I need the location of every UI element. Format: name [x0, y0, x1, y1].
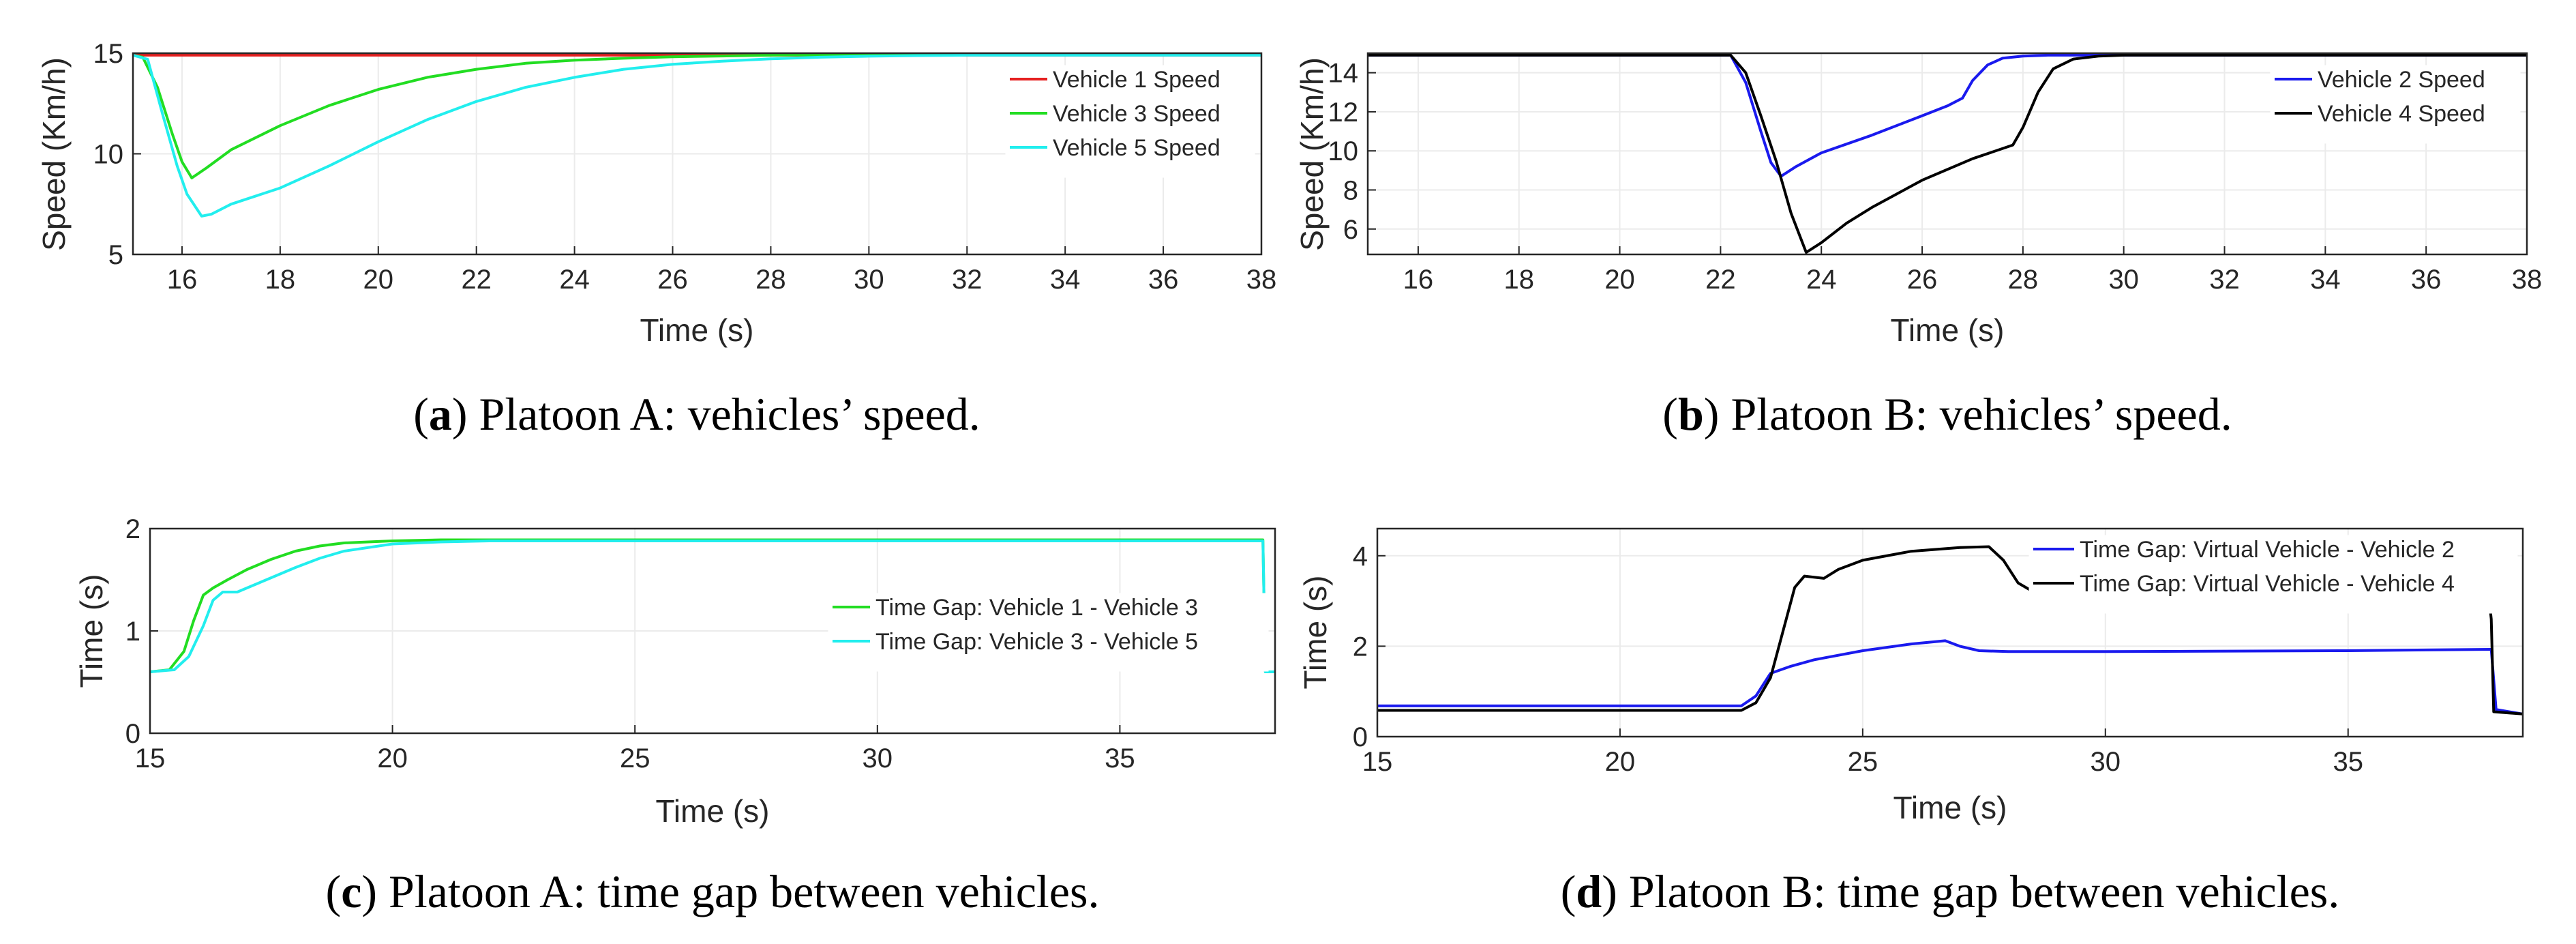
x-tick-label: 32 — [952, 265, 983, 295]
x-tick-label: 22 — [461, 265, 492, 295]
x-tick-label: 20 — [377, 743, 408, 773]
x-axis-label: Time (s) — [1893, 790, 2007, 825]
x-tick-label: 36 — [2411, 265, 2442, 295]
y-tick-label: 10 — [1328, 136, 1359, 166]
legend-box — [828, 593, 1269, 672]
panel-c-timegap-platoon-a: 15 20 25 30 35 0 1 2 Time (s) Time (s) Time Gap… — [74, 514, 1276, 917]
x-tick-label: 35 — [1105, 743, 1135, 773]
legend-label: Time Gap: Vehicle 3 - Vehicle 5 — [875, 629, 1198, 655]
x-tick-label: 24 — [559, 265, 590, 295]
x-axis-label: Time (s) — [656, 793, 770, 829]
caption-b: (b) Platoon B: vehicles’ speed. — [1662, 388, 2232, 440]
x-tick-label: 28 — [2008, 265, 2039, 295]
legend-label: Time Gap: Virtual Vehicle - Vehicle 4 — [2080, 571, 2455, 597]
y-tick-label: 4 — [1353, 542, 1368, 572]
y-tick-label: 8 — [1343, 175, 1358, 205]
x-tick-label: 38 — [1246, 265, 1277, 295]
series-line-2 — [1368, 53, 2527, 254]
x-tick-label: 28 — [755, 265, 786, 295]
x-tick-label: 18 — [265, 265, 296, 295]
x-tick-label: 34 — [1050, 265, 1081, 295]
x-tick-label: 20 — [363, 265, 394, 295]
legend-box — [1005, 65, 1255, 178]
y-axis-label: Time (s) — [1298, 576, 1333, 690]
y-tick-label: 12 — [1328, 98, 1359, 128]
caption-a: (a) Platoon A: vehicles’ speed. — [413, 388, 980, 440]
y-axis-label: Speed (Km/h) — [1294, 57, 1330, 251]
x-tick-label: 30 — [2108, 265, 2139, 295]
x-tick-label: 25 — [620, 743, 650, 773]
caption-d: (d) Platoon B: time gap between vehicles… — [1561, 866, 2340, 917]
y-tick-label: 0 — [1353, 722, 1368, 752]
legend-label: Vehicle 4 Speed — [2318, 101, 2485, 127]
legend-label: Time Gap: Virtual Vehicle - Vehicle 2 — [2080, 537, 2455, 563]
x-tick-label: 32 — [2209, 265, 2240, 295]
x-axis-label: Time (s) — [640, 312, 754, 348]
x-tick-label: 16 — [1403, 265, 1434, 295]
y-axis-label: Speed (Km/h) — [36, 57, 72, 251]
x-tick-label: 22 — [1705, 265, 1736, 295]
panel-d-timegap-platoon-b: 15 20 25 30 35 0 2 4 Time (s) Time (s) Time Gap… — [1298, 527, 2524, 917]
y-tick-label: 14 — [1328, 59, 1359, 89]
x-tick-label: 24 — [1806, 265, 1837, 295]
x-tick-label: 26 — [657, 265, 688, 295]
x-tick-label: 38 — [2512, 265, 2543, 295]
panel-a-speed-platoon-a: 16 18 20 22 24 26 28 30 32 34 36 38 5 10 15 Time (s) S… — [36, 39, 1276, 440]
x-tick-label: 36 — [1148, 265, 1179, 295]
series-line-1 — [1368, 53, 2527, 178]
y-tick-label: 0 — [125, 719, 140, 749]
panel-b-speed-platoon-b: 16 18 20 22 24 26 28 30 32 34 36 38 6 8 10 12 14 Time (s… — [1294, 52, 2543, 440]
series-line-1 — [1377, 639, 2523, 716]
legend-label: Vehicle 5 Speed — [1053, 135, 1220, 161]
x-axis-label: Time (s) — [1891, 312, 2005, 348]
y-tick-label: 5 — [108, 240, 123, 270]
x-tick-label: 25 — [1848, 747, 1878, 777]
x-tick-label: 34 — [2310, 265, 2341, 295]
series-line-3 — [132, 53, 1261, 218]
x-tick-label: 20 — [1605, 747, 1636, 777]
y-tick-label: 2 — [1353, 632, 1368, 662]
legend-box — [2028, 535, 2518, 614]
series-line-2 — [149, 540, 1275, 673]
x-tick-label: 35 — [2333, 747, 2363, 777]
x-tick-label: 30 — [854, 265, 884, 295]
legend-label: Vehicle 2 Speed — [2318, 67, 2485, 93]
legend-label: Vehicle 3 Speed — [1053, 101, 1220, 127]
x-tick-label: 20 — [1604, 265, 1635, 295]
legend-label: Time Gap: Vehicle 1 - Vehicle 3 — [875, 595, 1198, 621]
x-tick-label: 30 — [863, 743, 893, 773]
caption-c: (c) Platoon A: time gap between vehicles… — [326, 866, 1100, 917]
plot-frame — [1366, 52, 2528, 256]
x-tick-label: 18 — [1503, 265, 1534, 295]
y-tick-label: 15 — [93, 39, 124, 69]
plot-frame — [1376, 527, 2524, 738]
y-axis-label: Time (s) — [74, 574, 109, 688]
x-tick-label: 16 — [167, 265, 198, 295]
x-tick-label: 26 — [1907, 265, 1938, 295]
x-tick-label: 15 — [1362, 747, 1393, 777]
x-tick-label: 30 — [2091, 747, 2121, 777]
legend-label: Vehicle 1 Speed — [1053, 67, 1220, 93]
y-tick-label: 1 — [125, 617, 140, 647]
y-tick-label: 2 — [125, 514, 140, 544]
x-tick-label: 15 — [135, 743, 166, 773]
y-tick-label: 10 — [93, 140, 124, 170]
y-tick-label: 6 — [1343, 215, 1358, 245]
